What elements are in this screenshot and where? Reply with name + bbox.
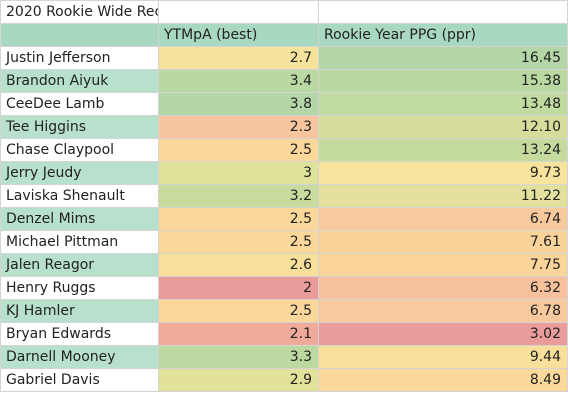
header-row: YTMpA (best) Rookie Year PPG (ppr)	[0, 23, 568, 47]
table-row: Darnell Mooney 3.3 9.44	[0, 345, 568, 369]
ppg-cell[interactable]: 3.02	[318, 322, 568, 346]
player-name-cell[interactable]: Chase Claypool	[0, 138, 159, 162]
player-name-cell[interactable]: KJ Hamler	[0, 299, 159, 323]
ppg-cell[interactable]: 6.32	[318, 276, 568, 300]
player-name-cell[interactable]: Jalen Reagor	[0, 253, 159, 277]
title-row: 2020 Rookie Wide Receivers	[0, 0, 568, 24]
data-table: 2020 Rookie Wide Receivers YTMpA (best) …	[0, 0, 568, 392]
player-name-cell[interactable]: Darnell Mooney	[0, 345, 159, 369]
ytmpa-cell[interactable]: 2.1	[158, 322, 319, 346]
player-name-cell[interactable]: Gabriel Davis	[0, 368, 159, 392]
ppg-cell[interactable]: 6.74	[318, 207, 568, 231]
table-row: Denzel Mims 2.5 6.74	[0, 207, 568, 231]
ppg-cell[interactable]: 9.73	[318, 161, 568, 185]
header-name-cell[interactable]	[0, 23, 159, 47]
ppg-cell[interactable]: 16.45	[318, 46, 568, 70]
ytmpa-cell[interactable]: 2	[158, 276, 319, 300]
table-row: Tee Higgins 2.3 12.10	[0, 115, 568, 139]
ppg-cell[interactable]: 13.48	[318, 92, 568, 116]
player-name-cell[interactable]: Michael Pittman	[0, 230, 159, 254]
table-row: Justin Jefferson 2.7 16.45	[0, 46, 568, 70]
table-row: Bryan Edwards 2.1 3.02	[0, 322, 568, 346]
ppg-cell[interactable]: 6.78	[318, 299, 568, 323]
player-name-cell[interactable]: Jerry Jeudy	[0, 161, 159, 185]
ppg-cell[interactable]: 13.24	[318, 138, 568, 162]
ytmpa-cell[interactable]: 3.2	[158, 184, 319, 208]
ppg-cell[interactable]: 8.49	[318, 368, 568, 392]
ytmpa-cell[interactable]: 2.5	[158, 138, 319, 162]
table-row: Jerry Jeudy 3 9.73	[0, 161, 568, 185]
ytmpa-cell[interactable]: 2.6	[158, 253, 319, 277]
table-row: Jalen Reagor 2.6 7.75	[0, 253, 568, 277]
sheet-title-cell[interactable]: 2020 Rookie Wide Receivers	[0, 0, 159, 24]
ytmpa-cell[interactable]: 2.5	[158, 230, 319, 254]
player-name-cell[interactable]: Laviska Shenault	[0, 184, 159, 208]
ytmpa-cell[interactable]: 3.3	[158, 345, 319, 369]
ppg-cell[interactable]: 7.75	[318, 253, 568, 277]
table-row: Michael Pittman 2.5 7.61	[0, 230, 568, 254]
ytmpa-cell[interactable]: 2.7	[158, 46, 319, 70]
table-row: Gabriel Davis 2.9 8.49	[0, 368, 568, 392]
table-row: Henry Ruggs 2 6.32	[0, 276, 568, 300]
table-body: 2020 Rookie Wide Receivers YTMpA (best) …	[0, 0, 568, 392]
ytmpa-cell[interactable]: 2.5	[158, 207, 319, 231]
player-name-cell[interactable]: Henry Ruggs	[0, 276, 159, 300]
table-row: Laviska Shenault 3.2 11.22	[0, 184, 568, 208]
header-ppg-cell[interactable]: Rookie Year PPG (ppr)	[318, 23, 568, 47]
player-name-cell[interactable]: CeeDee Lamb	[0, 92, 159, 116]
table-row: KJ Hamler 2.5 6.78	[0, 299, 568, 323]
ppg-cell[interactable]: 9.44	[318, 345, 568, 369]
player-name-cell[interactable]: Brandon Aiyuk	[0, 69, 159, 93]
table-row: Brandon Aiyuk 3.4 15.38	[0, 69, 568, 93]
header-ytmpa-cell[interactable]: YTMpA (best)	[158, 23, 319, 47]
player-name-cell[interactable]: Denzel Mims	[0, 207, 159, 231]
player-name-cell[interactable]: Bryan Edwards	[0, 322, 159, 346]
ppg-cell[interactable]: 7.61	[318, 230, 568, 254]
ytmpa-cell[interactable]: 3.8	[158, 92, 319, 116]
ytmpa-cell[interactable]: 2.5	[158, 299, 319, 323]
ppg-cell[interactable]: 15.38	[318, 69, 568, 93]
ytmpa-cell[interactable]: 3.4	[158, 69, 319, 93]
ytmpa-cell[interactable]: 2.3	[158, 115, 319, 139]
empty-cell[interactable]	[158, 0, 319, 24]
player-name-cell[interactable]: Tee Higgins	[0, 115, 159, 139]
ytmpa-cell[interactable]: 3	[158, 161, 319, 185]
table-row: CeeDee Lamb 3.8 13.48	[0, 92, 568, 116]
ytmpa-cell[interactable]: 2.9	[158, 368, 319, 392]
ppg-cell[interactable]: 12.10	[318, 115, 568, 139]
table-row: Chase Claypool 2.5 13.24	[0, 138, 568, 162]
ppg-cell[interactable]: 11.22	[318, 184, 568, 208]
player-name-cell[interactable]: Justin Jefferson	[0, 46, 159, 70]
empty-cell[interactable]	[318, 0, 568, 24]
